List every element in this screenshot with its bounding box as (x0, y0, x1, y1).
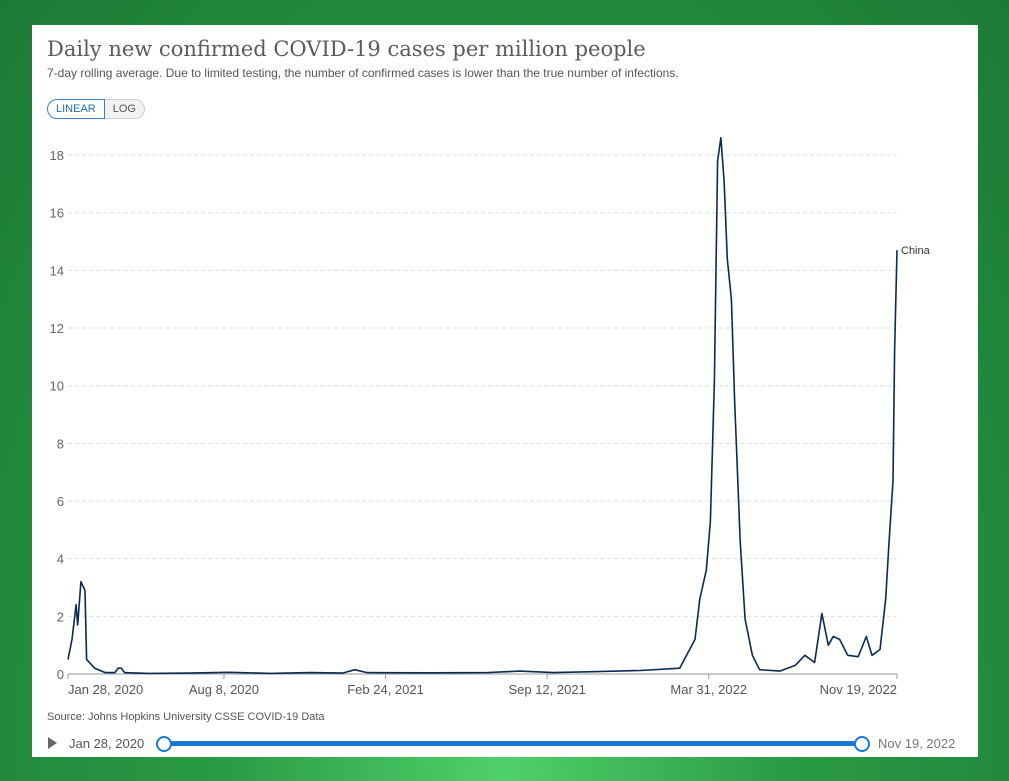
source-note: Source: Johns Hopkins University CSSE CO… (47, 711, 325, 723)
x-tick-label: Aug 8, 2020 (189, 682, 259, 697)
x-tick-label: Mar 31, 2022 (670, 682, 747, 697)
y-tick-label: 4 (57, 552, 64, 567)
log-button[interactable]: LOG (104, 99, 145, 119)
timeline-end-label: Nov 19, 2022 (878, 736, 956, 751)
timeline-start-label: Jan 28, 2020 (69, 736, 145, 751)
x-tick-label: Feb 24, 2021 (347, 682, 424, 697)
y-tick-label: 12 (50, 321, 64, 336)
line-chart: 0 2 4 6 8 10 12 14 16 18 Jan 28, 2020 Aug 8, 2020 Fe… (50, 137, 931, 697)
play-icon[interactable] (48, 737, 57, 749)
scale-toggle: LINEAR LOG (47, 99, 145, 119)
chart-title: Daily new confirmed COVID-19 cases per m… (47, 37, 646, 61)
series-line-china (67, 137, 898, 675)
x-tick-label: Sep 12, 2021 (508, 682, 585, 697)
series-label: China (901, 245, 931, 257)
chart-card: Daily new confirmed COVID-19 cases per m… (32, 25, 978, 757)
x-tick-label: Jan 28, 2020 (68, 682, 143, 697)
x-tick-label: Nov 19, 2022 (820, 682, 897, 697)
y-tick-label: 6 (57, 494, 64, 509)
y-tick-label: 18 (50, 148, 64, 163)
y-tick-label: 2 (57, 609, 64, 624)
y-tick-label: 10 (50, 379, 64, 394)
timeline-slider-track[interactable] (164, 741, 862, 746)
y-tick-label: 0 (57, 667, 64, 682)
chart-subtitle: 7-day rolling average. Due to limited te… (47, 66, 679, 80)
timeline-end-handle[interactable] (854, 736, 870, 752)
y-tick-label: 14 (50, 263, 64, 278)
timeline-start-handle[interactable] (156, 736, 172, 752)
y-tick-label: 8 (57, 436, 64, 451)
y-tick-label: 16 (50, 206, 64, 221)
linear-button[interactable]: LINEAR (47, 99, 105, 119)
